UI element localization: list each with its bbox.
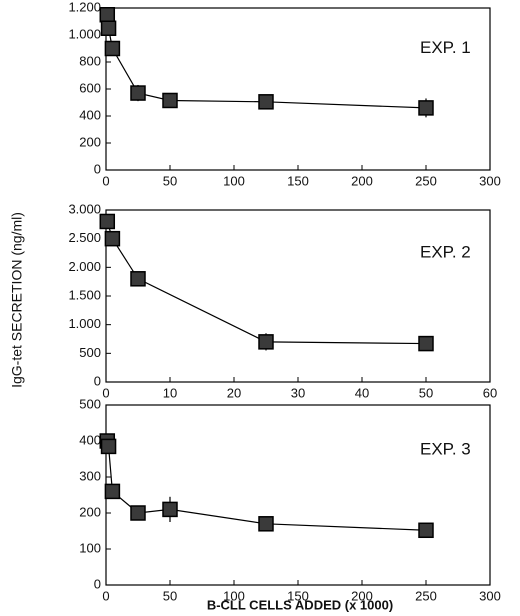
y-tick-label: 200: [79, 134, 101, 149]
x-tick-label: 300: [479, 173, 501, 188]
data-point: [130, 505, 146, 521]
data-point: [258, 94, 274, 110]
x-tick-label: 250: [415, 173, 437, 188]
x-tick-label: 50: [163, 173, 177, 188]
x-tick-label: 150: [287, 173, 309, 188]
y-tick-label: 500: [79, 396, 101, 411]
annotation: EXP. 2: [420, 242, 471, 261]
x-tick-label: 50: [419, 385, 433, 400]
plot-frame: [105, 404, 491, 586]
data-point: [104, 40, 121, 57]
data-point: [418, 522, 434, 539]
x-tick-label: 20: [227, 385, 241, 400]
x-tick-label: 250: [415, 588, 437, 603]
y-tick-label: 0: [94, 161, 101, 176]
data-point: [162, 501, 178, 518]
data-point: [99, 213, 116, 230]
x-tick-label: 50: [163, 588, 177, 603]
data-point: [104, 483, 121, 500]
x-tick-label: 200: [351, 173, 373, 188]
x-tick-label: 0: [102, 173, 109, 188]
y-tick-label: 1.000: [68, 316, 101, 331]
data-point: [99, 7, 116, 23]
x-tick-label: 100: [223, 173, 245, 188]
y-tick-label: 2.000: [68, 259, 101, 274]
annotation: EXP. 3: [420, 439, 471, 458]
series-line: [106, 221, 427, 345]
data-point: [418, 335, 434, 352]
data-point: [162, 92, 178, 109]
y-tick-label: 400: [79, 432, 101, 447]
data-point: [100, 20, 117, 36]
series-line: [106, 14, 427, 109]
plot-frame: [105, 7, 491, 171]
x-tick-label: 150: [287, 588, 309, 603]
data-point: [100, 438, 117, 455]
y-tick-label: 400: [79, 107, 101, 122]
x-tick-label: 30: [291, 385, 305, 400]
y-tick-label: 1.500: [68, 287, 101, 302]
x-tick-label: 10: [163, 385, 177, 400]
y-tick-label: 600: [79, 80, 101, 95]
y-tick-label: 200: [79, 504, 101, 519]
x-tick-label: 0: [102, 385, 109, 400]
y-tick-label: 0: [94, 373, 101, 388]
x-tick-label: 40: [355, 385, 369, 400]
x-tick-label: 60: [483, 385, 497, 400]
y-tick-label: 0: [94, 576, 101, 591]
data-point: [130, 271, 146, 287]
x-tick-label: 200: [351, 588, 373, 603]
y-tick-label: 3.000: [68, 201, 101, 216]
y-axis-label: IgG-tet SECRETION (ng/ml): [9, 212, 25, 388]
plot-frame: [105, 209, 491, 383]
annotation: EXP. 1: [420, 38, 471, 57]
data-point: [130, 85, 146, 101]
y-tick-label: 300: [79, 468, 101, 483]
data-point: [258, 516, 274, 532]
data-point: [258, 334, 274, 350]
x-tick-label: 0: [102, 588, 109, 603]
y-tick-label: 2.500: [68, 230, 101, 245]
y-tick-label: 1.200: [68, 0, 101, 14]
y-tick-label: 500: [79, 345, 101, 360]
y-tick-label: 100: [79, 540, 101, 555]
x-tick-label: 100: [223, 588, 245, 603]
x-tick-label: 300: [479, 588, 501, 603]
x-axis-label: B-CLL CELLS ADDED (x 1000): [207, 597, 393, 612]
y-tick-label: 800: [79, 53, 101, 68]
data-point: [104, 230, 121, 247]
data-point: [418, 100, 434, 116]
y-tick-label: 1.000: [68, 26, 101, 41]
